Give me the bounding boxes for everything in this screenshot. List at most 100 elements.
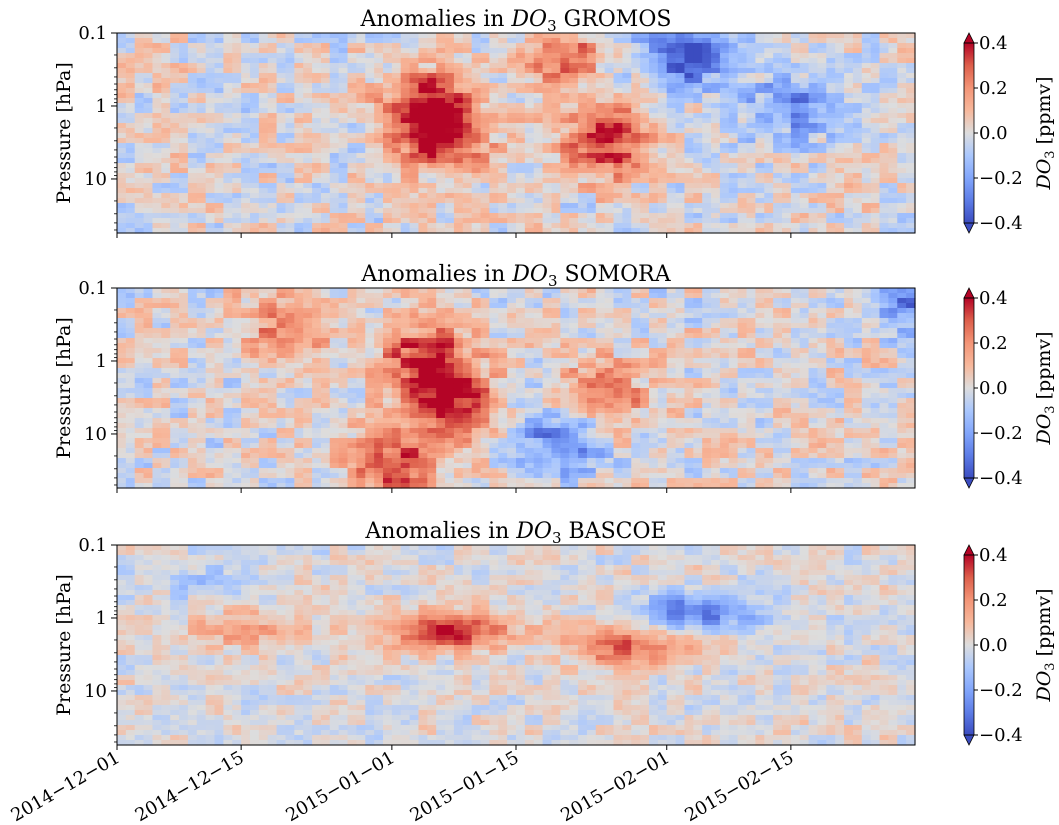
heatmap-cell [737, 48, 748, 54]
heatmap-cell [631, 53, 641, 59]
heatmap-cell [675, 168, 686, 174]
heatmap-cell [232, 388, 242, 394]
heatmap-cell [524, 188, 535, 194]
heatmap-cell [400, 183, 411, 189]
heatmap-cell [533, 138, 544, 144]
heatmap-cell [391, 333, 402, 339]
heatmap-cell [870, 218, 881, 224]
heatmap-cell [453, 223, 464, 229]
heatmap-cell [187, 103, 198, 109]
heatmap-cell [320, 113, 331, 119]
heatmap-cell [906, 98, 916, 104]
heatmap-cell [808, 168, 819, 174]
heatmap-cell [241, 158, 251, 164]
heatmap-cell [666, 63, 677, 69]
heatmap-cell [516, 93, 526, 99]
heatmap-cell [170, 198, 180, 204]
heatmap-cell [702, 118, 712, 124]
heatmap-cell [196, 188, 207, 194]
heatmap-cell [675, 138, 686, 144]
heatmap-cell [560, 168, 570, 174]
heatmap-cell [471, 173, 482, 179]
heatmap-cell [276, 93, 287, 99]
heatmap-cell [427, 138, 437, 144]
heatmap-cell [152, 203, 162, 209]
heatmap-cell [737, 143, 748, 149]
heatmap-cell [250, 388, 260, 394]
heatmap-cell [241, 418, 251, 424]
heatmap-cell [312, 163, 322, 169]
heatmap-cell [445, 48, 455, 54]
heatmap-cell [613, 198, 623, 204]
heatmap-cell [161, 103, 171, 109]
heatmap-cell [631, 218, 641, 224]
heatmap-cell [516, 98, 526, 104]
heatmap-cell [223, 33, 233, 39]
heatmap-cell [276, 473, 287, 479]
heatmap-cell [303, 193, 313, 199]
heatmap-cell [640, 178, 650, 184]
heatmap-cell [897, 123, 907, 129]
heatmap-cell [595, 73, 606, 79]
heatmap-cell [320, 73, 331, 79]
heatmap-cell [737, 173, 748, 179]
heatmap-cell [365, 448, 375, 454]
heatmap-cell [578, 213, 588, 219]
heatmap-cell [303, 448, 313, 454]
heatmap-cell [374, 88, 384, 94]
heatmap-cell [391, 128, 402, 134]
heatmap-cell [223, 58, 233, 64]
heatmap-cell [365, 418, 375, 424]
heatmap-cell [693, 178, 703, 184]
heatmap-cell [870, 123, 881, 129]
heatmap-cell [205, 43, 216, 49]
heatmap-cell [320, 218, 331, 224]
heatmap-cell [117, 303, 127, 309]
heatmap-cell [711, 218, 721, 224]
heatmap-cell [773, 63, 783, 69]
heatmap-cell [232, 188, 242, 194]
heatmap-cell [569, 168, 579, 174]
heatmap-cell [267, 133, 278, 139]
heatmap-cell [453, 168, 464, 174]
heatmap-cell [223, 338, 233, 344]
heatmap-cell [241, 198, 251, 204]
heatmap-cell [888, 203, 898, 209]
heatmap-cell [187, 133, 198, 139]
heatmap-cell [179, 48, 189, 54]
heatmap-cell [134, 483, 145, 489]
heatmap-cell [790, 148, 801, 154]
heatmap-cell [436, 73, 446, 79]
heatmap-cell [391, 193, 402, 199]
heatmap-cell [471, 193, 482, 199]
heatmap-cell [498, 63, 508, 69]
heatmap-cell [285, 378, 295, 384]
heatmap-cell [436, 178, 446, 184]
heatmap-cell [285, 333, 295, 339]
heatmap-cell [657, 108, 668, 114]
heatmap-cell [560, 83, 570, 89]
heatmap-cell [542, 118, 553, 124]
heatmap-cell [400, 378, 411, 384]
heatmap-cell [640, 88, 650, 94]
heatmap-cell [232, 353, 242, 359]
heatmap-cell [241, 448, 251, 454]
heatmap-cell [241, 133, 251, 139]
heatmap-cell [746, 223, 756, 229]
heatmap-cell [622, 93, 632, 99]
heatmap-cell [586, 83, 597, 89]
heatmap-cell [196, 108, 207, 114]
heatmap-cell [294, 83, 304, 89]
heatmap-cell [356, 173, 366, 179]
heatmap-cell [418, 208, 428, 214]
heatmap-cell [303, 398, 313, 404]
heatmap-cell [196, 463, 207, 469]
heatmap-cell [790, 168, 801, 174]
heatmap-cell [347, 453, 357, 459]
heatmap-cell [134, 173, 145, 179]
heatmap-cell [285, 113, 295, 119]
heatmap-cell [453, 163, 464, 169]
heatmap-cell [320, 323, 331, 329]
heatmap-cell [675, 143, 686, 149]
heatmap-cell [569, 98, 579, 104]
